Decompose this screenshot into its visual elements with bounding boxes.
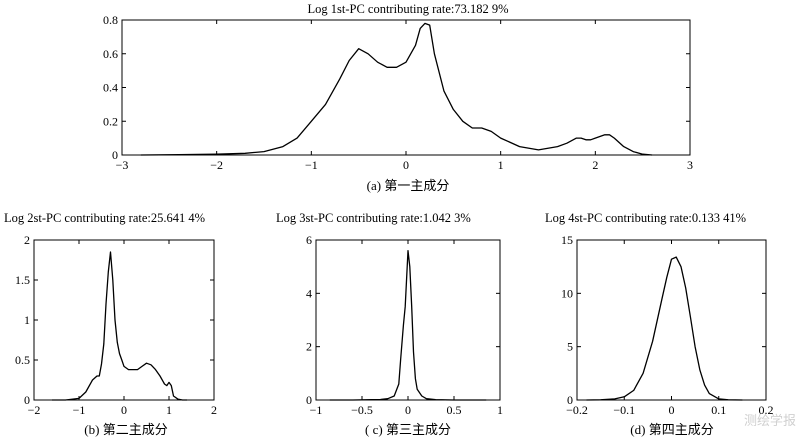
panel-b-xtick-label: −2 xyxy=(28,403,41,417)
panel-c-ytick-label: 0 xyxy=(306,393,312,407)
panel-b-xtick-label: 0 xyxy=(121,403,127,417)
panel-a-title: Log 1st-PC contributing rate:73.182 9% xyxy=(307,2,508,16)
panel-c-xtick-label: 0.5 xyxy=(447,403,462,417)
panel-d-xtick-label: −0.2 xyxy=(566,403,588,417)
panel-c-title: Log 3st-PC contributing rate:1.042 3% xyxy=(276,211,471,225)
panel-a-xtick-label: −1 xyxy=(305,158,318,172)
panel-d-xtick-label: −0.1 xyxy=(613,403,635,417)
panel-c-axes-box xyxy=(315,239,501,401)
panel-b-title: Log 2st-PC contributing rate:25.641 4% xyxy=(4,211,205,225)
panel-c-ytick-label: 4 xyxy=(306,286,312,300)
panel-b-axes-box xyxy=(33,239,215,401)
panel-a-ytick-label: 0.2 xyxy=(103,114,118,128)
panel-d-axes-box xyxy=(576,239,767,401)
panel-a-xtick-label: 2 xyxy=(592,158,598,172)
panel-a-xtick-label: −3 xyxy=(116,158,129,172)
panel-b-ytick-label: 2 xyxy=(24,233,30,247)
panel-b-ytick-label: 1 xyxy=(24,313,30,327)
panel-a-ytick-label: 0.8 xyxy=(103,13,118,27)
panel-a-xtick-label: −2 xyxy=(210,158,223,172)
panel-c-density-curve xyxy=(329,250,487,401)
panel-a-ytick-label: 0.6 xyxy=(103,47,118,61)
panel-c-ytick-label: 2 xyxy=(306,340,312,354)
panel-b-ytick-label: 1.5 xyxy=(15,273,30,287)
panel-d-ytick-label: 15 xyxy=(561,233,573,247)
panel-b-xtick-label: −1 xyxy=(73,403,86,417)
panel-a-ytick-label: 0 xyxy=(112,148,118,162)
panel-c-ytick-label: 6 xyxy=(306,233,312,247)
panel-b-xtick-label: 2 xyxy=(211,403,217,417)
panel-d-xtick-label: 0 xyxy=(669,403,675,417)
panel-d-xtick-label: 0.1 xyxy=(711,403,726,417)
panel-a-xtick-label: 3 xyxy=(687,158,693,172)
panel-a-caption: (a) 第一主成分 xyxy=(367,178,450,193)
panel-a-xtick-label: 1 xyxy=(498,158,504,172)
panel-d-ytick-label: 10 xyxy=(561,286,573,300)
panel-d: Log 4st-PC contributing rate:0.133 41% (… xyxy=(545,211,774,437)
panel-a-ytick-label: 0.4 xyxy=(103,81,118,95)
panel-c-xtick-label: 1 xyxy=(497,403,503,417)
panel-d-xtick-label: 0.2 xyxy=(759,403,774,417)
panel-c-xtick-label: 0 xyxy=(405,403,411,417)
panel-c: Log 3st-PC contributing rate:1.042 3% ( … xyxy=(276,211,503,437)
panel-b-density-curve xyxy=(52,251,187,401)
panel-c-xtick-label: −0.5 xyxy=(351,403,373,417)
panel-d-density-curve xyxy=(586,256,743,401)
panel-b-ytick-label: 0 xyxy=(24,393,30,407)
panel-d-ytick-label: 0 xyxy=(567,393,573,407)
panel-a-xtick-label: 0 xyxy=(403,158,409,172)
panel-c-caption: ( c) 第三主成分 xyxy=(365,422,451,437)
panel-b: Log 2st-PC contributing rate:25.641 4% (… xyxy=(4,211,217,437)
panel-a-density-curve xyxy=(140,22,653,156)
panel-c-xtick-label: −1 xyxy=(310,403,323,417)
panel-d-caption: (d) 第四主成分 xyxy=(630,422,713,437)
panel-b-ytick-label: 0.5 xyxy=(15,353,30,367)
watermark: 测绘学报 xyxy=(744,413,796,429)
panel-d-ytick-label: 5 xyxy=(567,340,573,354)
panel-b-xtick-label: 1 xyxy=(166,403,172,417)
panel-d-title: Log 4st-PC contributing rate:0.133 41% xyxy=(545,211,746,225)
panel-b-caption: (b) 第二主成分 xyxy=(84,422,167,437)
panel-a: Log 1st-PC contributing rate:73.182 9% (… xyxy=(103,2,693,193)
